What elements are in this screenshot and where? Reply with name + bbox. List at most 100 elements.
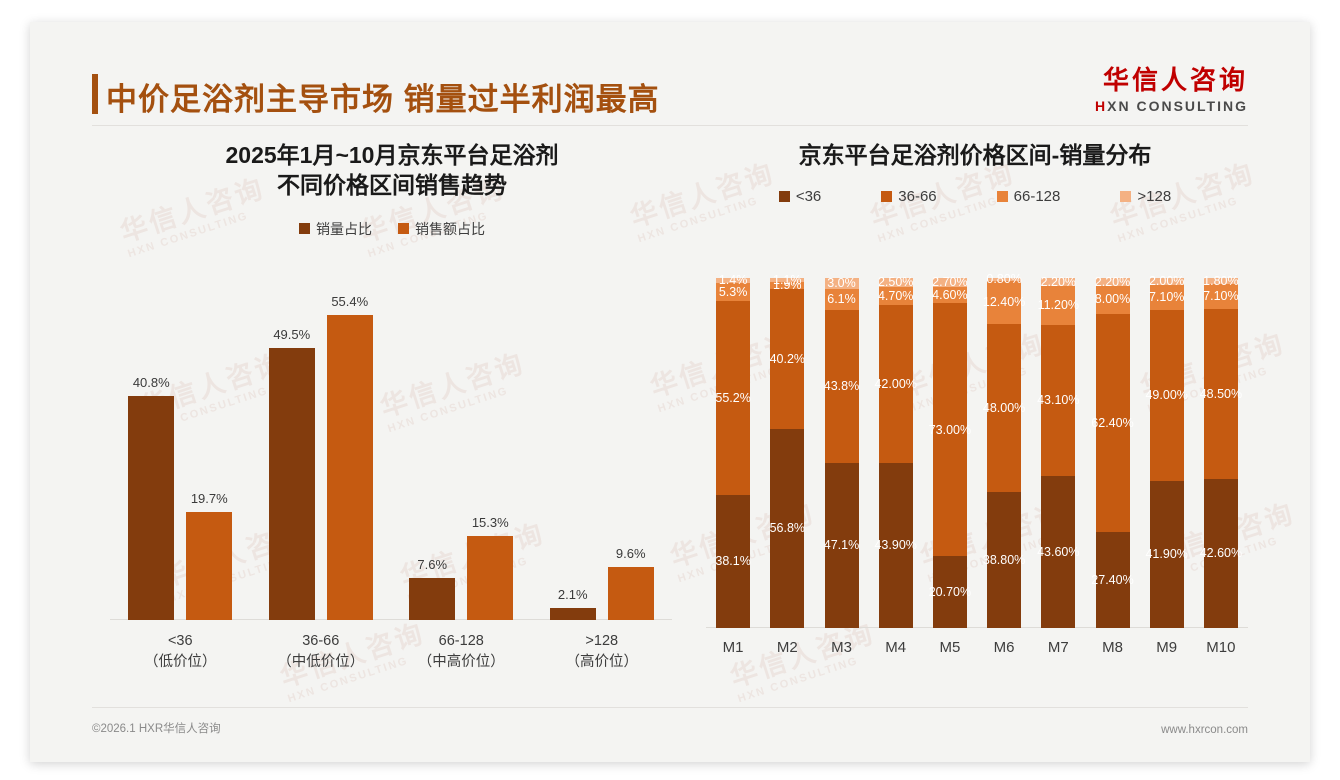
stacked-bar-segment[interactable]: 38.80%: [983, 492, 1025, 628]
stacked-bar-segment[interactable]: 7.10%: [1149, 285, 1184, 310]
stacked-bar-column-6[interactable]: 38.80% 48.00% 12.40% 0.80% M6: [983, 273, 1025, 656]
stacked-segment-value-label: 4.60%: [932, 288, 968, 303]
stacked-bar-column-10[interactable]: 42.60% 48.50% 7.10% 1.80% M10: [1200, 275, 1242, 656]
stacked-segment-value-label: 43.8%: [823, 379, 860, 394]
stacked-bar-segment[interactable]: 2.20%: [1094, 274, 1131, 289]
stacked-bar-column-9[interactable]: 41.90% 49.00% 7.10% 2.00% M9: [1145, 275, 1188, 656]
bar-rect[interactable]: [268, 347, 315, 620]
bar-column[interactable]: 7.6%: [409, 290, 456, 620]
x-tick-secondary: （中低价位）: [277, 654, 365, 671]
stacked-bar-segment[interactable]: 40.2%: [770, 288, 805, 430]
legend-item-3[interactable]: 66-128: [996, 188, 1060, 205]
stacked-bar-segment[interactable]: 1.1%: [770, 274, 805, 286]
stacked-bar-segment[interactable]: 4.70%: [877, 287, 914, 306]
stacked-bar-column-1[interactable]: 38.1% 55.2% 5.3% 1.4% M1: [715, 274, 751, 656]
stacked-bar-column-4[interactable]: 43.90% 42.00% 4.70% 2.50% M4: [874, 276, 917, 656]
stacked-segment-value-label: 6.1%: [827, 291, 856, 306]
stacked-segment-value-label: 2.20%: [1040, 274, 1077, 289]
stacked-bar-segment[interactable]: 49.00%: [1145, 309, 1188, 482]
stacked-bar-segment[interactable]: 43.60%: [1037, 475, 1080, 628]
stacked-bar-segment[interactable]: 56.8%: [770, 429, 805, 628]
bar-group-4: 2.1% 9.6% >128 （高价位）: [532, 290, 673, 670]
bar-rect[interactable]: [549, 608, 596, 620]
bar-rect[interactable]: [409, 578, 456, 620]
stacked-bar-segment[interactable]: 3.0%: [824, 277, 859, 289]
bar-column[interactable]: 9.6%: [607, 290, 654, 620]
bar-rect[interactable]: [326, 315, 373, 620]
stacked-segment-value-label: 8.00%: [1094, 292, 1131, 307]
stacked-bar-segment[interactable]: 2.70%: [932, 276, 967, 288]
bar-rect[interactable]: [607, 567, 654, 620]
bar-rect[interactable]: [467, 535, 514, 620]
stacked-bar-segment[interactable]: 38.1%: [715, 494, 751, 628]
bar-column[interactable]: 2.1%: [549, 290, 596, 620]
stacked-bar-segment[interactable]: 8.00%: [1094, 285, 1131, 314]
stacked-bar-segment[interactable]: 41.90%: [1145, 481, 1188, 628]
footer-divider: [92, 707, 1248, 708]
legend-item-1[interactable]: 销量占比: [299, 219, 372, 239]
bar-group-3: 7.6% 15.3% 66-128 （中高价位）: [391, 290, 532, 670]
stacked-bar-segment[interactable]: 43.90%: [874, 462, 917, 628]
logo-english-text: HXN CONSULTING: [1095, 98, 1248, 115]
bar-column[interactable]: 55.4%: [326, 290, 373, 620]
bar-column[interactable]: 15.3%: [467, 290, 514, 620]
bar-column[interactable]: 40.8%: [128, 290, 175, 620]
stacked-chart-plot: 38.1% 55.2% 5.3% 1.4% M1 56.8% 40.2% 1.9% 1.1% M2…: [706, 273, 1248, 656]
stacked-bar-segment[interactable]: 48.50%: [1200, 309, 1242, 479]
stacked-bar-segment[interactable]: 5.3%: [716, 282, 751, 302]
stacked-segment-value-label: 48.50%: [1199, 386, 1243, 401]
stacked-bar-segment[interactable]: 42.00%: [874, 305, 917, 463]
stacked-bar-stack: 38.80% 48.00% 12.40% 0.80%: [983, 273, 1025, 628]
x-axis-tick-label: M7: [1047, 639, 1069, 656]
stacked-bar-column-7[interactable]: 43.60% 43.10% 11.20% 2.20% M7: [1037, 274, 1080, 656]
stacked-bar-segment[interactable]: 73.00%: [929, 303, 971, 557]
bar-group-bars: 49.5% 55.4%: [251, 290, 392, 620]
slide-header: 中价足浴剂主导市场 销量过半利润最高 华信人咨询 HXN CONSULTING: [30, 22, 1310, 126]
stacked-bar-segment[interactable]: 55.2%: [715, 301, 751, 495]
stacked-bar-segment[interactable]: 2.20%: [1040, 274, 1077, 289]
brand-logo: 华信人咨询 HXN CONSULTING: [1095, 65, 1248, 115]
stacked-bar-segment[interactable]: 42.60%: [1200, 478, 1242, 628]
stacked-segment-value-label: 2.20%: [1094, 274, 1131, 289]
stacked-bar-segment[interactable]: 2.50%: [878, 276, 913, 288]
legend-swatch-icon: [881, 191, 893, 203]
stacked-bar-segment[interactable]: 7.10%: [1203, 284, 1239, 310]
stacked-bar-segment[interactable]: 43.10%: [1037, 324, 1080, 476]
bar-rect[interactable]: [128, 395, 175, 620]
stacked-bar-column-8[interactable]: 27.40% 62.40% 8.00% 2.20% M8: [1091, 274, 1134, 656]
stacked-bar-segment[interactable]: 47.1%: [824, 463, 859, 628]
stacked-segment-value-label: 5.3%: [718, 284, 748, 299]
legend-item-4[interactable]: >128: [1120, 188, 1171, 205]
stacked-bar-segment[interactable]: 48.00%: [983, 324, 1025, 493]
stacked-bar-segment[interactable]: 12.40%: [983, 280, 1025, 325]
x-axis-tick-label: M4: [885, 639, 907, 656]
stacked-bar-stack: 38.1% 55.2% 5.3% 1.4%: [715, 274, 751, 628]
stacked-bar-column-3[interactable]: 47.1% 43.8% 6.1% 3.0% M3: [823, 277, 860, 656]
stacked-bar-segment[interactable]: 2.00%: [1149, 275, 1184, 287]
x-axis-tick-label: M8: [1102, 639, 1123, 656]
legend-item-2[interactable]: 销售额占比: [398, 219, 485, 239]
stacked-bar-segment[interactable]: 4.60%: [932, 287, 968, 304]
stacked-bar-segment[interactable]: 20.70%: [929, 556, 971, 628]
stacked-bar-segment[interactable]: 62.40%: [1091, 313, 1134, 533]
stacked-bar-segment[interactable]: 1.9%: [770, 279, 805, 291]
stacked-segment-value-label: 4.70%: [877, 289, 914, 303]
stacked-bar-segment[interactable]: 1.80%: [1203, 275, 1238, 287]
bar-group-1: 40.8% 19.7% <36 （低价位）: [110, 290, 251, 670]
stacked-bar-segment[interactable]: 43.8%: [823, 309, 860, 464]
bar-rect[interactable]: [186, 511, 233, 620]
stacked-segment-value-label: 41.90%: [1145, 547, 1188, 562]
stacked-bar-segment[interactable]: 1.4%: [716, 274, 751, 286]
stacked-bar-column-2[interactable]: 56.8% 40.2% 1.9% 1.1% M2: [770, 274, 805, 656]
legend-item-1[interactable]: <36: [778, 188, 821, 205]
stacked-bar-segment[interactable]: 27.40%: [1091, 532, 1134, 628]
stacked-bar-segment[interactable]: 6.1%: [824, 288, 859, 310]
stacked-bar-segment[interactable]: 0.80%: [986, 273, 1021, 285]
stacked-segment-value-label: 42.60%: [1199, 546, 1243, 561]
legend-item-2[interactable]: 36-66: [881, 188, 937, 205]
bar-column[interactable]: 49.5%: [268, 290, 315, 620]
stacked-bar-segment[interactable]: 11.20%: [1038, 285, 1079, 325]
stacked-segment-value-label: 73.00%: [928, 422, 972, 437]
bar-column[interactable]: 19.7%: [186, 290, 233, 620]
stacked-bar-column-5[interactable]: 20.70% 73.00% 4.60% 2.70% M5: [929, 276, 971, 656]
